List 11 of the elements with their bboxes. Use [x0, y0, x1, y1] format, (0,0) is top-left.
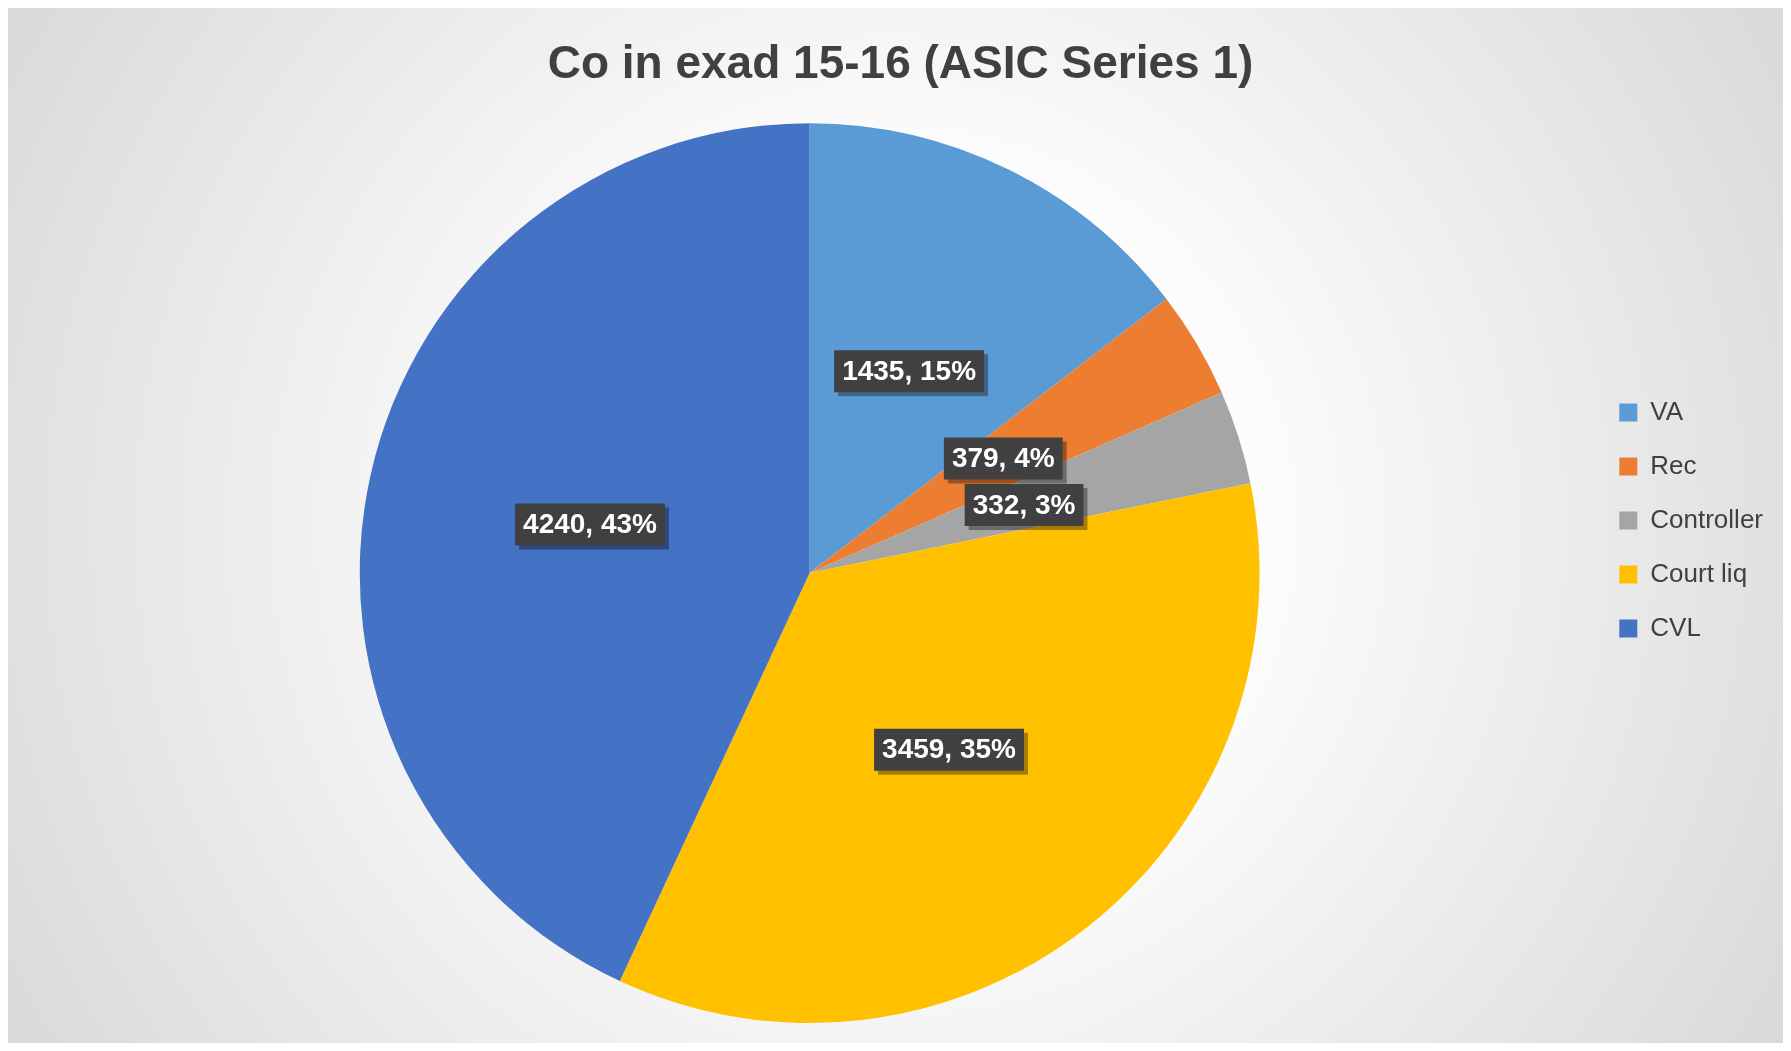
data-label: 1435, 15%	[842, 355, 977, 387]
chart-title: Co in exad 15-16 (ASIC Series 1)	[547, 36, 1254, 89]
data-label: 4240, 43%	[523, 508, 658, 540]
legend-label: VA	[1650, 395, 1684, 426]
legend-label: Rec	[1650, 449, 1697, 480]
legend-label: CVL	[1650, 611, 1701, 642]
legend-label: Court liq	[1650, 557, 1748, 588]
legend-label: Controller	[1650, 503, 1764, 534]
data-label: 3459, 35%	[882, 733, 1017, 765]
data-label: 332, 3%	[972, 488, 1076, 520]
data-label: 379, 4%	[951, 442, 1055, 474]
